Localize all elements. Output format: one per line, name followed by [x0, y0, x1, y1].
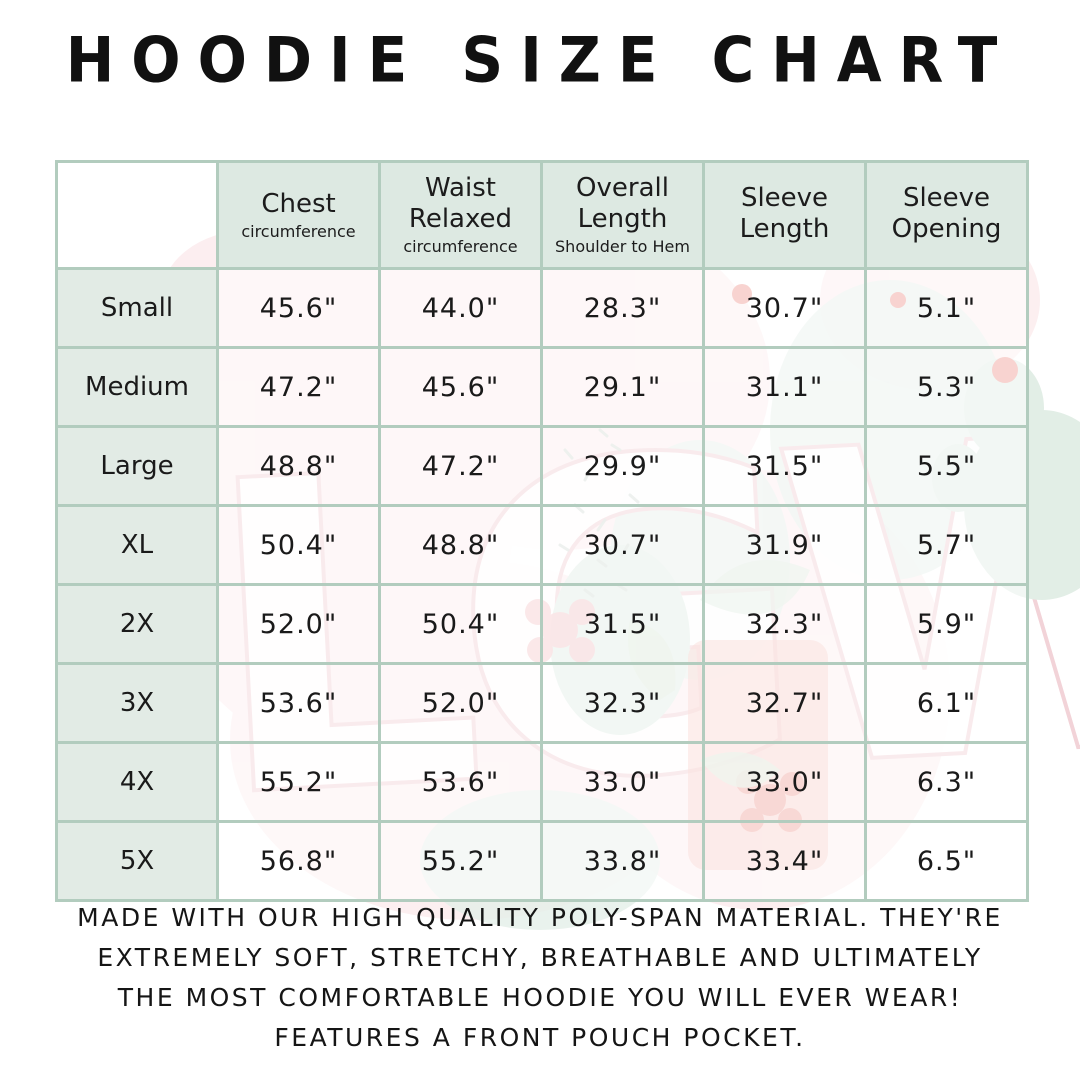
column-label: Overall Length	[576, 173, 669, 234]
size-label: Medium	[55, 346, 219, 428]
measurement-value: 50.4"	[216, 504, 381, 586]
size-label: 4X	[55, 741, 219, 823]
measurement-value: 47.2"	[216, 346, 381, 428]
measurement-value: 53.6"	[216, 662, 381, 744]
header-row: Chest circumference Waist Relaxed circum…	[55, 160, 1029, 270]
measurement-value: 55.2"	[378, 820, 543, 902]
column-label: Sleeve Length	[739, 183, 830, 244]
table-row: Medium 47.2" 45.6" 29.1" 31.1" 5.3"	[55, 346, 1029, 428]
column-sublabel: Shoulder to Hem	[555, 237, 690, 256]
size-label: Large	[55, 425, 219, 507]
column-header-sleeve-length: Sleeve Length	[702, 160, 867, 270]
measurement-value: 6.3"	[864, 741, 1029, 823]
measurement-value: 45.6"	[378, 346, 543, 428]
measurement-value: 30.7"	[702, 267, 867, 349]
size-table: Chest circumference Waist Relaxed circum…	[55, 160, 1029, 902]
measurement-value: 48.8"	[216, 425, 381, 507]
column-header-chest: Chest circumference	[216, 160, 381, 270]
measurement-value: 31.1"	[702, 346, 867, 428]
table-row: Large 48.8" 47.2" 29.9" 31.5" 5.5"	[55, 425, 1029, 507]
size-label: 2X	[55, 583, 219, 665]
measurement-value: 33.4"	[702, 820, 867, 902]
measurement-value: 31.5"	[540, 583, 705, 665]
footer-line: MADE WITH OUR HIGH QUALITY POLY-SPAN MAT…	[77, 903, 1003, 932]
measurement-value: 50.4"	[378, 583, 543, 665]
column-sublabel: circumference	[403, 237, 518, 256]
measurement-value: 52.0"	[216, 583, 381, 665]
measurement-value: 6.5"	[864, 820, 1029, 902]
measurement-value: 48.8"	[378, 504, 543, 586]
corner-cell	[55, 160, 219, 270]
measurement-value: 5.9"	[864, 583, 1029, 665]
footer-description: MADE WITH OUR HIGH QUALITY POLY-SPAN MAT…	[0, 898, 1080, 1058]
column-header-waist-relaxed: Waist Relaxed circumference	[378, 160, 543, 270]
table-row: 5X 56.8" 55.2" 33.8" 33.4" 6.5"	[55, 820, 1029, 902]
table-row: 3X 53.6" 52.0" 32.3" 32.7" 6.1"	[55, 662, 1029, 744]
measurement-value: 31.9"	[702, 504, 867, 586]
measurement-value: 31.5"	[702, 425, 867, 507]
column-header-overall-length: Overall Length Shoulder to Hem	[540, 160, 705, 270]
measurement-value: 32.3"	[702, 583, 867, 665]
column-label: Sleeve Opening	[891, 183, 1002, 244]
measurement-value: 44.0"	[378, 267, 543, 349]
measurement-value: 52.0"	[378, 662, 543, 744]
measurement-value: 32.7"	[702, 662, 867, 744]
measurement-value: 33.8"	[540, 820, 705, 902]
measurement-value: 5.1"	[864, 267, 1029, 349]
measurement-value: 28.3"	[540, 267, 705, 349]
footer-line: THE MOST COMFORTABLE HOODIE YOU WILL EVE…	[117, 983, 963, 1012]
measurement-value: 6.1"	[864, 662, 1029, 744]
measurement-value: 56.8"	[216, 820, 381, 902]
footer-line: EXTREMELY SOFT, STRETCHY, BREATHABLE AND…	[97, 943, 983, 972]
column-sublabel: circumference	[241, 221, 356, 241]
size-label: 5X	[55, 820, 219, 902]
measurement-value: 55.2"	[216, 741, 381, 823]
table-row: 4X 55.2" 53.6" 33.0" 33.0" 6.3"	[55, 741, 1029, 823]
measurement-value: 29.1"	[540, 346, 705, 428]
table-row: XL 50.4" 48.8" 30.7" 31.9" 5.7"	[55, 504, 1029, 586]
measurement-value: 33.0"	[702, 741, 867, 823]
measurement-value: 5.5"	[864, 425, 1029, 507]
size-label: 3X	[55, 662, 219, 744]
measurement-value: 5.7"	[864, 504, 1029, 586]
measurement-value: 5.3"	[864, 346, 1029, 428]
column-header-sleeve-opening: Sleeve Opening	[864, 160, 1029, 270]
measurement-value: 29.9"	[540, 425, 705, 507]
size-label: XL	[55, 504, 219, 586]
measurement-value: 33.0"	[540, 741, 705, 823]
column-label: Chest	[261, 188, 336, 219]
measurement-value: 45.6"	[216, 267, 381, 349]
column-label: Waist Relaxed	[408, 173, 513, 234]
measurement-value: 53.6"	[378, 741, 543, 823]
table-row: 2X 52.0" 50.4" 31.5" 32.3" 5.9"	[55, 583, 1029, 665]
size-label: Small	[55, 267, 219, 349]
measurement-value: 47.2"	[378, 425, 543, 507]
measurement-value: 32.3"	[540, 662, 705, 744]
footer-line: FEATURES A FRONT POUCH POCKET.	[274, 1023, 806, 1052]
measurement-value: 30.7"	[540, 504, 705, 586]
table-row: Small 45.6" 44.0" 28.3" 30.7" 5.1"	[55, 267, 1029, 349]
page-title: HOODIE SIZE CHART	[65, 23, 1015, 97]
